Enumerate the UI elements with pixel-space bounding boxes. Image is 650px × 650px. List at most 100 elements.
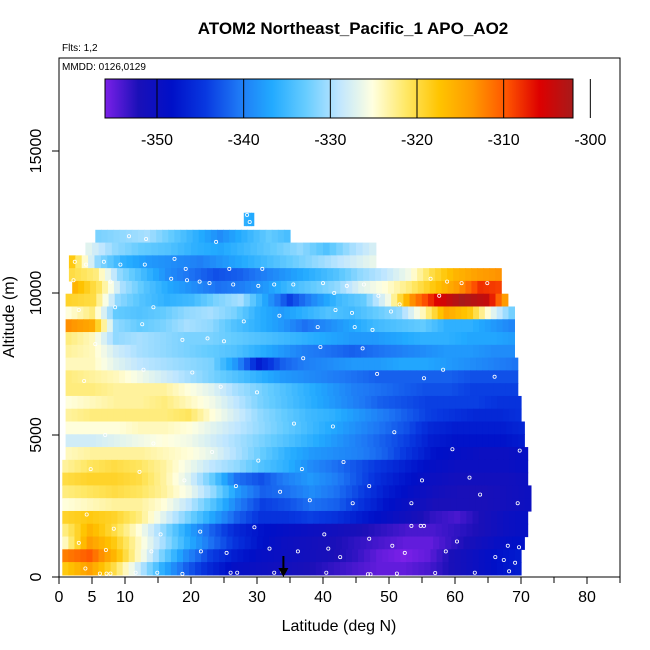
heatmap-cell [264,434,272,448]
heatmap-cell [396,319,403,333]
heatmap-cell [252,434,260,448]
heatmap-cell [388,562,395,576]
heatmap-cell [353,395,360,410]
heatmap-cell [493,370,501,384]
heatmap-cell [518,485,526,499]
y-tick-label: 15000 [28,129,45,174]
heatmap-cell [321,383,328,397]
x-tick-label: 30 [248,589,266,606]
heatmap-cell [375,447,383,461]
heatmap-cell [307,459,314,474]
heatmap-cell [74,562,82,576]
heatmap-cell [502,549,510,563]
sample-point [493,555,498,560]
heatmap-cell [380,523,388,538]
heatmap-cell [261,562,269,576]
heatmap-cell [130,498,137,512]
heatmap-cell [443,408,450,423]
heatmap-cell [177,242,185,256]
heatmap-cell [247,255,255,269]
heatmap-cell [189,549,196,563]
heatmap-cell [419,485,427,499]
heatmap-cell [296,485,304,499]
heatmap-cell [272,447,279,461]
heatmap-cell [521,447,529,461]
heatmap-cell [86,523,94,538]
heatmap-cell [362,459,370,474]
heatmap-cell [286,255,294,269]
heatmap-cell [475,485,483,499]
heatmap-cell [263,395,270,410]
heatmap-cell [197,485,205,499]
heatmap-cell [362,242,370,256]
heatmap-cell [304,280,312,295]
heatmap-cell [375,268,382,282]
heatmap-cell [189,306,197,320]
heatmap-cell [487,370,495,384]
heatmap-cell [107,383,114,397]
heatmap-cell [410,383,418,397]
heatmap-cell [110,536,118,550]
heatmap-cell [367,421,375,435]
heatmap-cell [518,421,525,435]
heatmap-cell [89,357,96,371]
heatmap-cell [74,472,82,487]
heatmap-cell [339,370,346,384]
heatmap-cell [101,383,108,397]
heatmap-cell [503,523,510,538]
location-marker [278,556,289,577]
heatmap-cell [123,485,131,499]
heatmap-cell [253,498,261,512]
heatmap-cell [83,319,90,333]
heatmap-cell [319,319,327,333]
heatmap-cell [154,332,161,346]
heatmap-cell [452,383,459,397]
heatmap-cell [351,383,358,397]
heatmap-cell [303,562,311,576]
heatmap-cell [353,408,360,423]
heatmap-cell [367,434,375,448]
heatmap-cell [505,357,513,371]
heatmap-cell [496,472,504,487]
heatmap-cell [458,370,465,384]
heatmap-cell [424,549,432,563]
heatmap-cell [388,549,395,563]
heatmap-cell [68,485,76,499]
heatmap-cell [197,498,205,512]
heatmap-cell [68,549,75,563]
heatmap-cell [83,408,91,423]
heatmap-cell [216,498,224,512]
heatmap-cell [242,332,250,346]
heatmap-cell [106,319,114,333]
colorbar-tick-label: -330 [314,132,346,149]
colorbar-tick-label: -350 [141,132,173,149]
heatmap-cell [77,332,84,346]
sample-point [233,484,238,489]
heatmap-cell [320,447,328,461]
heatmap-cell [449,408,456,423]
heatmap-cell [197,280,204,295]
heatmap-cell [166,510,174,525]
heatmap-cell [264,459,272,474]
x-tick-label: 40 [314,589,332,606]
heatmap-cell [372,536,380,550]
heatmap-cell [463,498,470,512]
sample-point [330,424,335,429]
heatmap-cell [171,242,179,256]
heatmap-cell [204,229,212,244]
heatmap-cell [409,434,417,448]
heatmap-cell [467,306,474,320]
heatmap-cell [464,357,471,371]
heatmap-cell [419,395,426,410]
heatmap-cell [182,268,190,282]
heatmap-cell [294,472,302,487]
heatmap-cell [386,383,394,397]
heatmap-cell [487,536,495,550]
heatmap-cell [325,472,333,487]
heatmap-cell [231,293,239,308]
heatmap-cell [162,229,169,244]
heatmap-cell [419,319,427,333]
heatmap-cell [295,344,303,359]
heatmap-cell [80,459,88,474]
